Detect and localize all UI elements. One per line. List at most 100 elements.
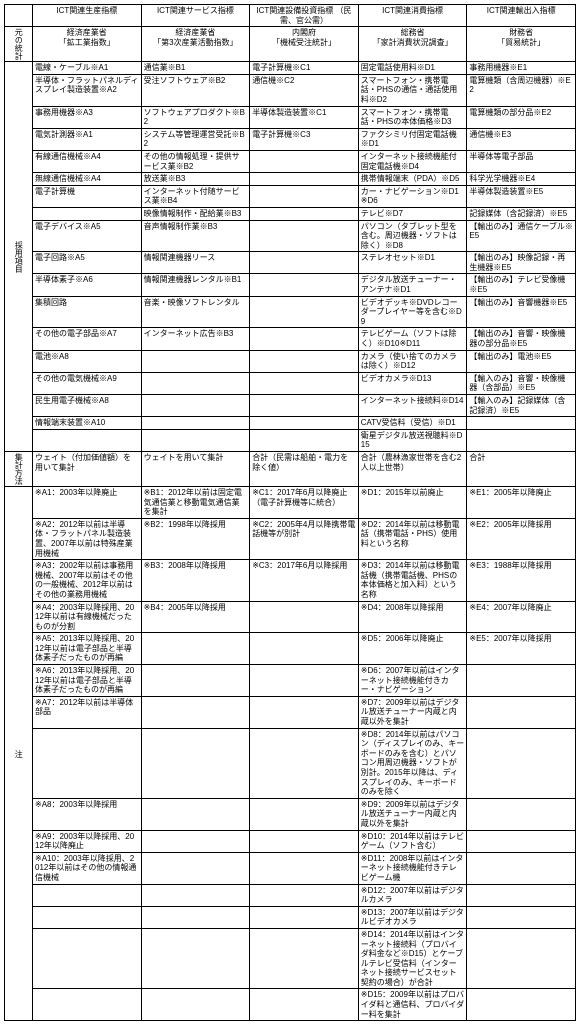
note-row: ※A8：2003年以降採用※D9：2009年以前はデジタル放送チューナー内蔵と内…: [5, 798, 576, 830]
item-cell: [33, 429, 142, 451]
item-row: 電子計算機インターネット付随サービス業※B4カー・ナビゲーション※D1※D6半導…: [5, 185, 576, 207]
note-cell: [250, 884, 359, 906]
item-cell: インターネット付随サービス業※B4: [141, 185, 250, 207]
item-cell: 電線・ケーブル※A1: [33, 62, 142, 75]
item-cell: [250, 296, 359, 328]
item-cell: 半導体・フラットパネルディスプレイ製造装置※A2: [33, 74, 142, 106]
item-cell: ビデオデッキ※DVDレコーダープレイヤー等を含む※D9: [358, 296, 467, 328]
note-row: ※A4：2003年以降採用、2012年以前は有線機械だったものが分割※B4：20…: [5, 601, 576, 633]
item-cell: 半導体素子※A6: [33, 274, 142, 296]
note-cell: ※C2：2005年4月以降携帯電話機等が別計: [250, 518, 359, 559]
note-cell: [141, 928, 250, 989]
item-cell: 事務用機器※A3: [33, 106, 142, 128]
item-cell: テレビゲーム（ソフトは除く）※D10※D11: [358, 328, 467, 350]
item-cell: デジタル放送チューナー・アンテナ※D1: [358, 274, 467, 296]
item-cell: 映像情報制作・配給業※B3: [141, 207, 250, 220]
item-cell: その他の電子部品※A7: [33, 328, 142, 350]
item-cell: [467, 429, 576, 451]
item-row: 半導体素子※A6情報関連機器レンタル※B1 デジタル放送チューナー・アンテナ※D1…: [5, 274, 576, 296]
item-cell: [33, 207, 142, 220]
item-cell: その他の情報処理・提供サービス業※B2: [141, 150, 250, 172]
source-cell-2: 経済産業省「第3次産業活動指数」: [141, 27, 250, 62]
item-cell: 電子回路※A5: [33, 252, 142, 274]
item-cell: 半導体製造装置※E5: [467, 185, 576, 207]
item-cell: 電子計算機※C3: [250, 128, 359, 150]
note-cell: ※E1：2005年以降廃止: [467, 486, 576, 518]
item-cell: 民生用電子機械※A8: [33, 395, 142, 417]
note-cell: [141, 884, 250, 906]
item-cell: 通信機※C2: [250, 74, 359, 106]
note-cell: [141, 696, 250, 728]
note-cell: ※A9：2003年以降採用、2012年以降廃止: [33, 830, 142, 852]
note-cell: [33, 728, 142, 798]
note-cell: [250, 852, 359, 884]
item-cell: [250, 220, 359, 252]
source-cell-4: 総務省「家計消費状況調査」: [358, 27, 467, 62]
item-cell: [250, 252, 359, 274]
item-cell: 科学光学機器※E4: [467, 173, 576, 186]
note-cell: [33, 989, 142, 1021]
note-cell: [141, 852, 250, 884]
note-cell: [250, 728, 359, 798]
item-cell: [250, 207, 359, 220]
item-cell: 無線通信機械※A4: [33, 173, 142, 186]
note-cell: ※A7：2012年以前は半導体部品: [33, 696, 142, 728]
item-cell: ステレオセット※D1: [358, 252, 467, 274]
note-cell: ※D5：2006年以降廃止: [358, 633, 467, 665]
note-cell: [467, 798, 576, 830]
note-cell: ※D4：2008年以降採用: [358, 601, 467, 633]
method-cell: ウェイト（付加価値額）を用いて集計: [33, 451, 142, 486]
note-cell: ※C3：2017年6月以降採用: [250, 560, 359, 601]
item-cell: 衛星デジタル放送視聴料※D15: [358, 429, 467, 451]
note-row: 注※A1：2003年以降廃止※B1：2012年以前は固定電気通信業と移動電気通信…: [5, 486, 576, 518]
note-cell: [467, 852, 576, 884]
note-cell: ※B1：2012年以前は固定電気通信業と移動電気通信業を集計: [141, 486, 250, 518]
note-cell: [467, 884, 576, 906]
item-row: その他の電子部品※A7インターネット広告※B3 テレビゲーム（ソフトは除く）※D1…: [5, 328, 576, 350]
item-cell: テレビ※D7: [358, 207, 467, 220]
note-cell: [141, 728, 250, 798]
note-cell: [250, 830, 359, 852]
item-cell: 事務用機器※E1: [467, 62, 576, 75]
item-cell: [141, 429, 250, 451]
item-cell: [141, 350, 250, 372]
item-cell: 固定電話使用料※D1: [358, 62, 467, 75]
note-cell: [141, 906, 250, 928]
note-cell: [467, 830, 576, 852]
item-cell: 【輸出のみ】映像記録・再生機器※E5: [467, 252, 576, 274]
col-header-5: ICT関連輸出入指標: [467, 5, 576, 27]
method-cell: ウェイトを用いて集計: [141, 451, 250, 486]
note-cell: ※D2：2014年以前は移動電話（携帯電話・PHS）使用料という名称: [358, 518, 467, 559]
item-row: 無線通信機械※A4放送業※B3 携帯情報端末（PDA）※D5科学光学機器※E4: [5, 173, 576, 186]
item-cell: 記録媒体（含記録済）※E5: [467, 207, 576, 220]
item-cell: [250, 417, 359, 430]
item-cell: スマートフォン・携帯電話・PHSの通信・通話使用料※D2: [358, 74, 467, 106]
note-cell: ※E2：2005年以降採用: [467, 518, 576, 559]
item-row: 衛星デジタル放送視聴料※D15: [5, 429, 576, 451]
item-cell: 携帯情報端末（PDA）※D5: [358, 173, 467, 186]
item-cell: 情報関連機器レンタル※B1: [141, 274, 250, 296]
item-row: 集積回路音楽・映像ソフトレンタルビデオデッキ※DVDレコーダープレイヤー等を含む…: [5, 296, 576, 328]
item-row: 情報端末装置※A10CATV受信料（受信）※D1: [5, 417, 576, 430]
method-cell: 合計（農林漁家世帯を含む2人以上世帯）: [358, 451, 467, 486]
item-cell: 電算機類（含周辺機器）※E2: [467, 74, 576, 106]
note-cell: ※A8：2003年以降採用: [33, 798, 142, 830]
item-cell: 【輸入のみ】記録媒体（含記録済）※E5: [467, 395, 576, 417]
col-header-1: ICT関連生産指標: [33, 5, 142, 27]
item-cell: [250, 395, 359, 417]
item-cell: カー・ナビゲーション※D1※D6: [358, 185, 467, 207]
item-cell: パソコン（タブレット型を含む。周辺機器・ソフトは除く）※D8: [358, 220, 467, 252]
source-cell-5: 財務省「貿易統計」: [467, 27, 576, 62]
item-cell: カメラ（使い捨てのカメラは除く）※D12: [358, 350, 467, 372]
item-cell: ビデオカメラ※D13: [358, 372, 467, 394]
item-cell: 【輸出のみ】電池※E5: [467, 350, 576, 372]
item-cell: [250, 150, 359, 172]
note-cell: [467, 696, 576, 728]
item-row: 電池※A8カメラ（使い捨てのカメラは除く）※D12【輸出のみ】電池※E5: [5, 350, 576, 372]
item-cell: [467, 417, 576, 430]
note-row: ※A5：2013年以降採用、2012年以前は電子部品と半導体素子だったものが再編…: [5, 633, 576, 665]
item-row: 電子回路※A5情報関連機器リースステレオセット※D1【輸出のみ】映像記録・再生機…: [5, 252, 576, 274]
item-cell: インターネット広告※B3: [141, 328, 250, 350]
item-cell: ファクシミリ付固定電話機※D1: [358, 128, 467, 150]
item-cell: 放送業※B3: [141, 173, 250, 186]
